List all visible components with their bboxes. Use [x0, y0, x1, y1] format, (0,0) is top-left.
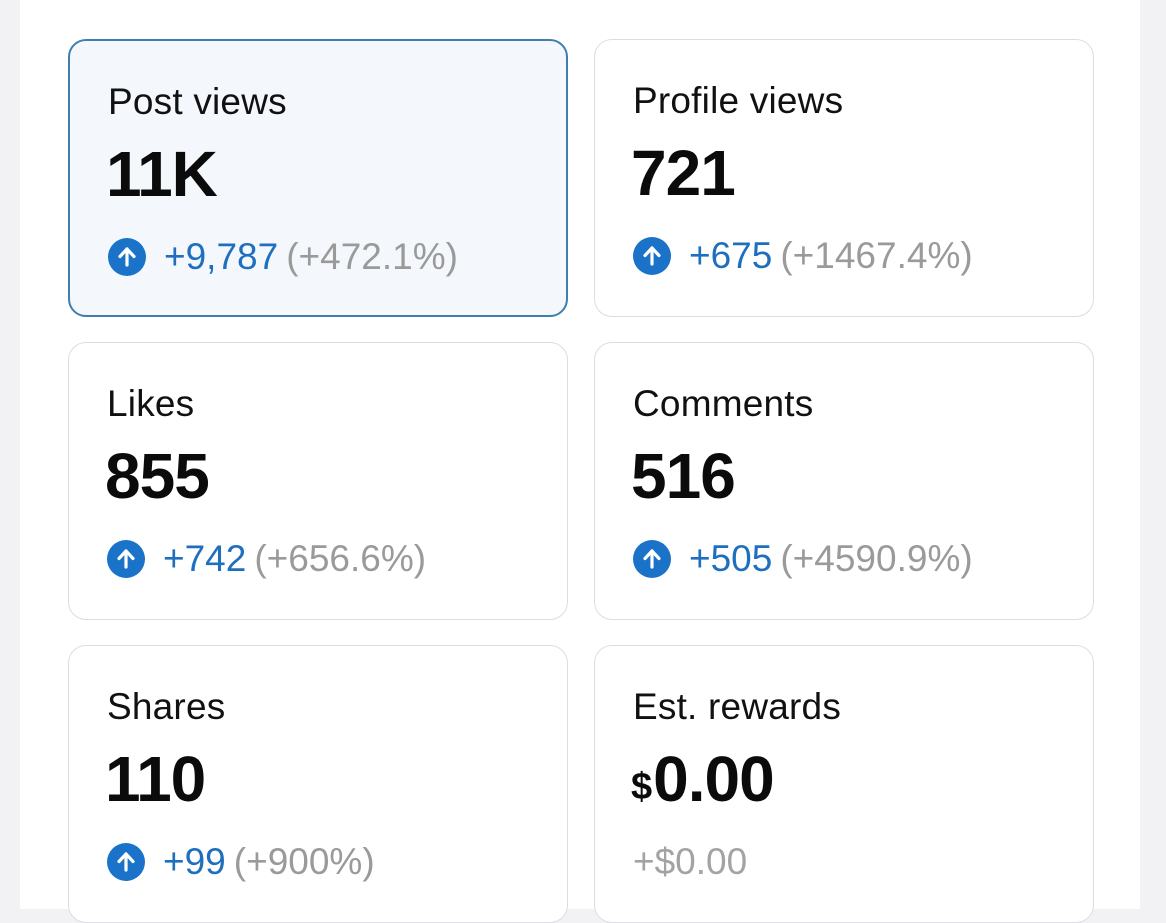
metric-percent-change: (+4590.9%) — [780, 538, 973, 579]
arrow-up-circle-icon — [107, 540, 145, 578]
metric-change: +$0.00 — [633, 841, 747, 883]
metric-card-shares[interactable]: Shares 110 +99 (+900%) — [68, 645, 568, 923]
metric-label: Likes — [107, 383, 195, 424]
metric-change: +99 (+900%) — [107, 841, 375, 883]
metric-label: Est. rewards — [633, 686, 842, 727]
metric-label: Post views — [108, 81, 287, 122]
metric-change: +505 (+4590.9%) — [633, 538, 973, 580]
metric-value: 855 — [105, 440, 210, 512]
metric-delta: +9,787 — [164, 236, 279, 277]
arrow-up-circle-icon — [107, 843, 145, 881]
metric-delta: +$0.00 — [633, 841, 748, 882]
metric-delta: +675 — [689, 235, 773, 276]
metric-value: 110 — [105, 743, 206, 815]
metric-percent-change: (+472.1%) — [286, 236, 458, 277]
metric-value: $0.00 — [631, 742, 775, 816]
metric-card-profile-views[interactable]: Profile views 721 +675 (+1467.4%) — [594, 39, 1094, 317]
arrow-up-circle-icon — [108, 238, 146, 276]
metric-change: +9,787 (+472.1%) — [108, 236, 458, 278]
metric-value: 11K — [106, 138, 218, 210]
metric-change: +675 (+1467.4%) — [633, 235, 973, 277]
metric-label: Shares — [107, 686, 226, 727]
metric-value: 721 — [631, 137, 736, 209]
metric-amount: 0.00 — [653, 743, 775, 815]
metric-card-est-rewards[interactable]: Est. rewards $0.00 +$0.00 — [594, 645, 1094, 923]
metric-card-post-views[interactable]: Post views 11K +9,787 (+472.1%) — [68, 39, 568, 317]
metric-percent-change: (+1467.4%) — [780, 235, 973, 276]
metric-delta: +742 — [163, 538, 247, 579]
metric-delta: +505 — [689, 538, 773, 579]
metrics-grid: Post views 11K +9,787 (+472.1%) Profile … — [68, 39, 1094, 923]
currency-symbol: $ — [631, 766, 652, 808]
metric-percent-change: (+900%) — [233, 841, 375, 882]
insights-panel: Post views 11K +9,787 (+472.1%) Profile … — [20, 0, 1140, 923]
metric-delta: +99 — [163, 841, 226, 882]
metric-label: Profile views — [633, 80, 844, 121]
arrow-up-circle-icon — [633, 237, 671, 275]
metric-change: +742 (+656.6%) — [107, 538, 426, 580]
metric-percent-change: (+656.6%) — [254, 538, 427, 579]
metric-label: Comments — [633, 383, 814, 424]
arrow-up-circle-icon — [633, 540, 671, 578]
metric-card-likes[interactable]: Likes 855 +742 (+656.6%) — [68, 342, 568, 620]
metric-value: 516 — [631, 440, 736, 512]
metric-card-comments[interactable]: Comments 516 +505 (+4590.9%) — [594, 342, 1094, 620]
